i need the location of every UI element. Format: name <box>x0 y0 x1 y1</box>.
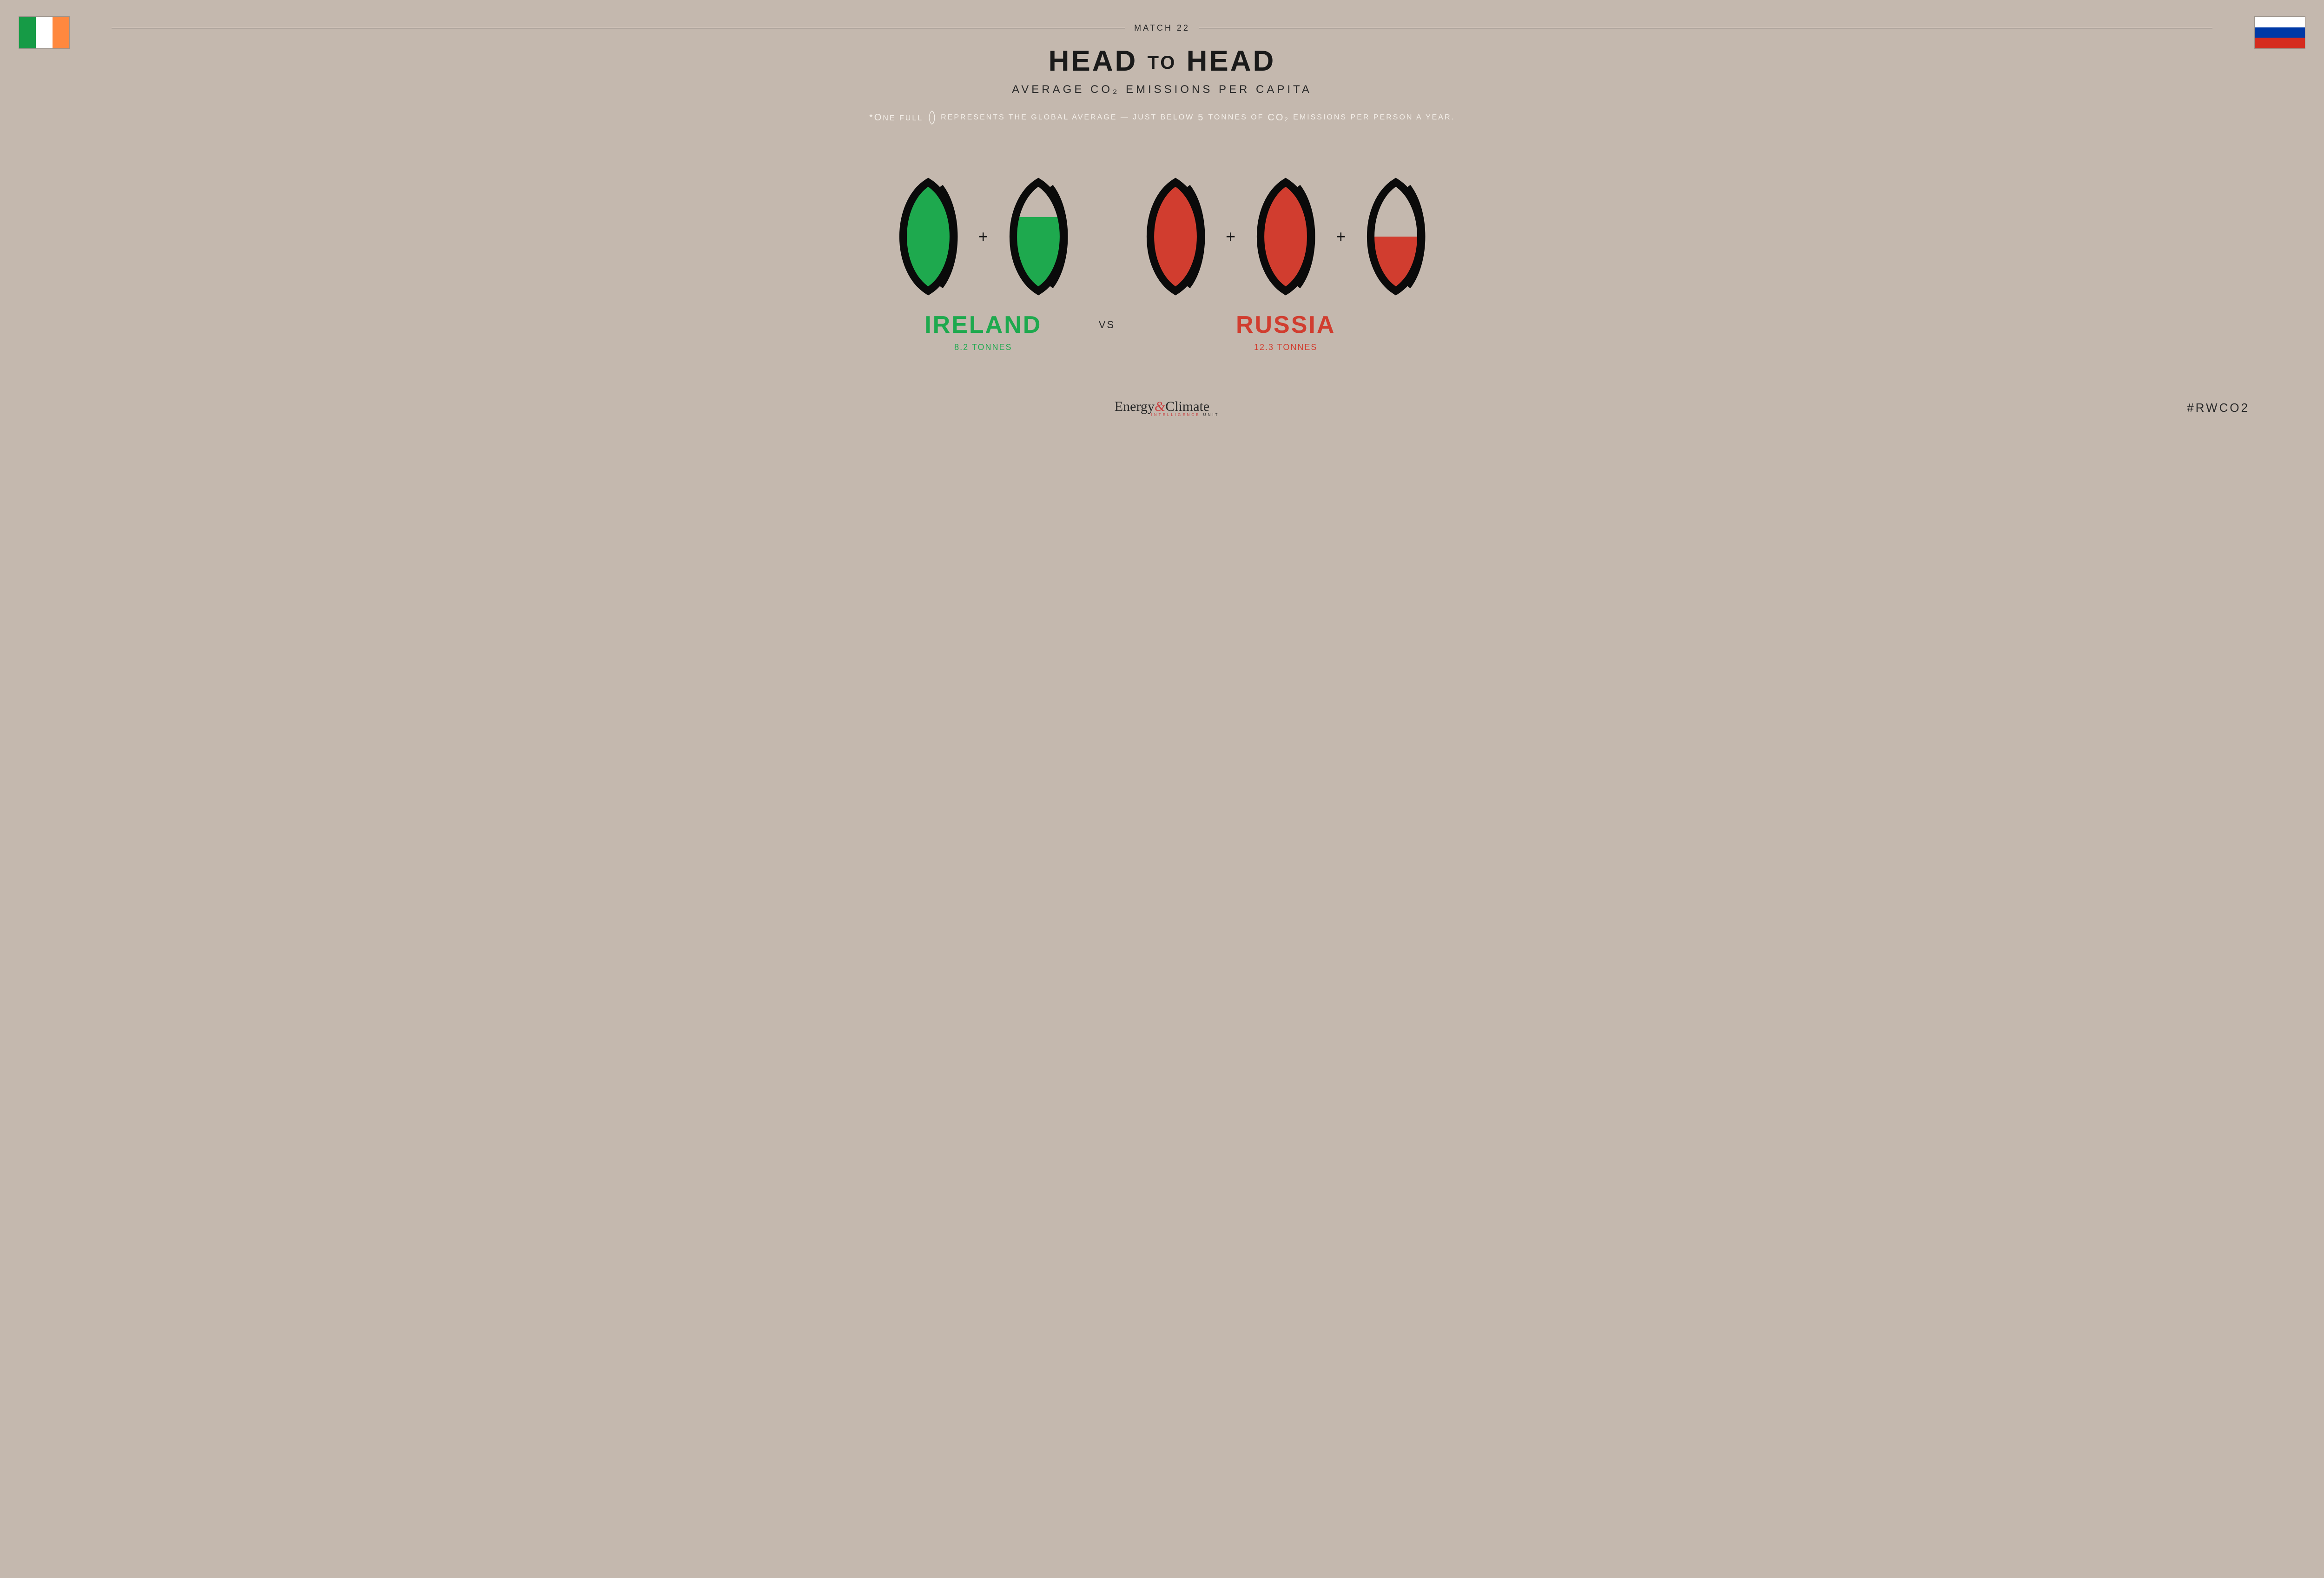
tonnage-left: 8.2 TONNES <box>954 343 1012 352</box>
rugby-ball-icon <box>1134 176 1217 297</box>
hashtag: #RWCO2 <box>2187 401 2250 415</box>
rugby-ball-icon <box>1354 176 1438 297</box>
plus-icon: + <box>1336 227 1346 246</box>
vs-block: VS <box>1099 319 1115 331</box>
balls-left: + <box>886 176 1080 297</box>
flag-stripe <box>36 17 53 48</box>
flag-russia <box>2254 16 2305 49</box>
page-title: HEAD TO HEAD <box>28 45 2296 78</box>
plus-icon: + <box>978 227 988 246</box>
flag-stripe <box>2255 27 2305 38</box>
rugby-ball-icon <box>927 110 937 125</box>
side-left: + IRELAND 8.2 TONNES <box>886 176 1080 352</box>
rugby-ball-icon <box>997 176 1080 297</box>
rugby-ball-icon <box>886 176 970 297</box>
comparison: + IRELAND 8.2 TONNES VS + + <box>28 176 2296 352</box>
country-name-right: RUSSIA <box>1236 311 1335 339</box>
legend: *ONE FULL REPRESENTS THE GLOBAL AVERAGE … <box>28 110 2296 125</box>
flag-ireland <box>19 16 70 49</box>
logo: Energy&Climate INTELLIGENCE UNIT <box>1105 399 1220 417</box>
flag-stripe <box>2255 38 2305 48</box>
balls-right: + + <box>1134 176 1438 297</box>
plus-icon: + <box>1226 227 1235 246</box>
country-name-left: IRELAND <box>924 311 1042 339</box>
tonnage-right: 12.3 TONNES <box>1254 343 1317 352</box>
flag-stripe <box>2255 17 2305 27</box>
footer: Energy&Climate INTELLIGENCE UNIT #RWCO2 <box>28 399 2296 417</box>
subtitle: AVERAGE CO₂ EMISSIONS PER CAPITA <box>28 83 2296 96</box>
vs-label: VS <box>1099 319 1115 331</box>
rugby-ball-icon <box>1244 176 1327 297</box>
flags-row <box>19 16 2305 49</box>
flag-stripe <box>53 17 69 48</box>
flag-stripe <box>19 17 36 48</box>
side-right: + + RUSSIA 12.3 TONNES <box>1134 176 1438 352</box>
